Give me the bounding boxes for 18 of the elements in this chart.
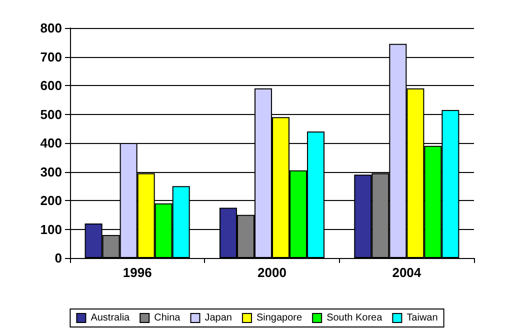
y-tick-label: 100 [40,222,62,237]
legend-label: Taiwan [406,312,438,324]
y-tick-label: 0 [54,250,62,266]
y-tick-label: 800 [40,20,62,36]
y-tick-label: 700 [40,49,62,64]
y-tick-label: 400 [40,136,62,150]
legend-label: Japan [204,312,232,324]
x-tick-label: 2000 [258,265,286,280]
y-tick-label: 600 [40,78,62,93]
legend-label: China [154,312,181,324]
x-tick-label: 2004 [392,265,422,280]
y-tick-label: 300 [40,164,62,180]
legend-label: South Korea [326,312,383,324]
legend-label: Australia [90,312,130,324]
x-tick-label: 1996 [122,265,152,280]
legend-label: Singapore [256,312,303,324]
y-tick-label: 500 [40,106,62,122]
y-tick-label: 200 [40,193,62,208]
